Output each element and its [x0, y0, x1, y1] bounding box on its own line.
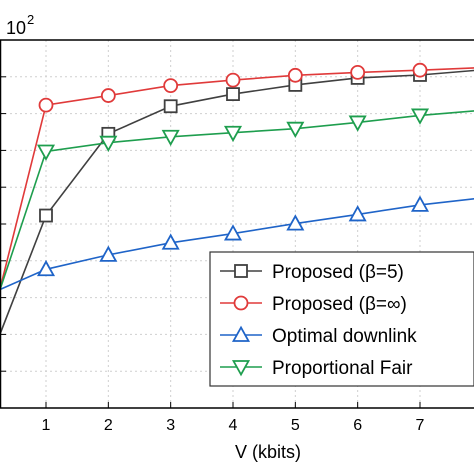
marker-triangle-down	[223, 125, 243, 143]
legend-label: Proposed (β=∞)	[272, 294, 407, 315]
marker-triangle-up	[36, 259, 56, 277]
marker-circle	[350, 64, 366, 80]
marker-circle	[233, 295, 249, 311]
marker-triangle-up	[99, 245, 118, 262]
marker-triangle-up	[161, 233, 180, 250]
marker-circle	[163, 78, 179, 94]
x-axis-label: V (kbits)	[235, 442, 301, 462]
y-exponent-label: 10	[6, 18, 26, 38]
marker-square	[226, 87, 240, 101]
series-3	[0, 195, 474, 291]
marker-triangle-down	[36, 144, 56, 161]
legend-label: Proportional Fair	[272, 358, 413, 379]
series-2	[0, 62, 474, 293]
legend-box	[209, 251, 474, 387]
marker-triangle-down	[410, 108, 430, 125]
axes	[0, 39, 474, 409]
x-tick-label: 6	[353, 417, 362, 434]
x-tick-label: 7	[416, 417, 425, 434]
x-tick-label: 4	[229, 417, 238, 434]
marker-circle	[287, 67, 303, 83]
marker-square	[39, 208, 53, 223]
marker-square	[163, 99, 178, 114]
marker-square	[234, 264, 248, 278]
marker-triangle-up	[231, 325, 251, 342]
marker-triangle-down	[348, 115, 367, 132]
x-tick-label: 2	[104, 417, 113, 434]
marker-triangle-up	[410, 195, 430, 212]
legend: Proposed (β=5) Proposed (β=∞) Optimal down…	[209, 251, 474, 387]
legend-label: Optimal downlink	[272, 326, 417, 347]
marker-triangle-up	[286, 214, 305, 231]
tick-labels: 1 2 3 4 5 6 7	[42, 417, 425, 434]
series-4	[0, 108, 474, 293]
marker-circle	[38, 97, 54, 113]
marker-triangle-down	[231, 360, 251, 377]
x-tick-label: 3	[166, 417, 175, 434]
marker-triangle-up	[348, 205, 367, 222]
marker-circle	[412, 62, 428, 78]
marker-circle	[100, 88, 116, 103]
marker-triangle-down	[286, 121, 305, 139]
marker-circle	[225, 72, 241, 88]
y-exponent-power: 2	[27, 12, 34, 27]
marker-triangle-down	[99, 135, 118, 153]
legend-label: Proposed (β=5)	[272, 262, 404, 283]
marker-triangle-down	[161, 129, 180, 147]
x-tick-label: 5	[291, 417, 300, 434]
series-group	[0, 62, 474, 337]
x-tick-label: 1	[42, 417, 51, 434]
marker-triangle-up	[223, 224, 243, 241]
